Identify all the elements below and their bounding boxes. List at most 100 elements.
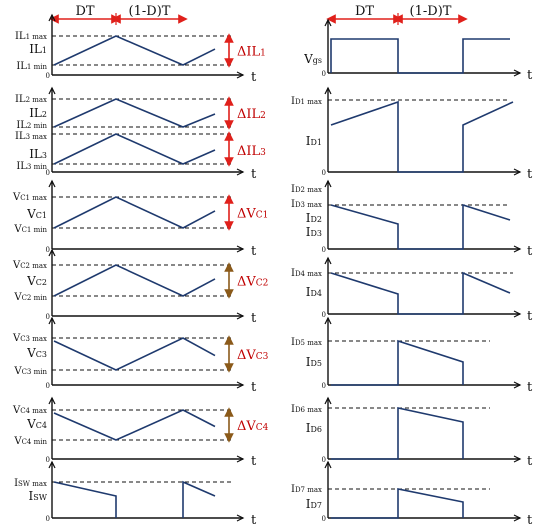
id7-t-label: t bbox=[527, 513, 533, 528]
il1-delta-label: ΔIL1 bbox=[237, 45, 266, 60]
id2-label: ID2 bbox=[306, 211, 322, 225]
il1-label: IL1 bbox=[29, 42, 47, 56]
id5-waveform bbox=[331, 339, 464, 386]
id4-label: ID4 bbox=[306, 285, 322, 299]
vc1-y-arrowhead bbox=[48, 179, 56, 188]
id4-x-arrowhead bbox=[513, 310, 522, 318]
vc2-min-label: VC2 min bbox=[13, 292, 47, 303]
isw-waveform-2 bbox=[182, 480, 216, 518]
id23-t-label: t bbox=[527, 244, 533, 259]
vc1-t-label: t bbox=[251, 244, 257, 259]
id4-origin-label: 0 bbox=[322, 311, 326, 319]
il23-il2-waveform bbox=[53, 98, 216, 128]
il23-il3-max-label: IL3 max bbox=[15, 131, 47, 142]
il23-origin-label: 0 bbox=[46, 169, 50, 177]
il23-il3-delta-label: ΔIL3 bbox=[237, 144, 266, 159]
isw-origin-label: 0 bbox=[46, 515, 50, 523]
right-dt-label: DT bbox=[355, 4, 374, 19]
vc4-label: VC4 bbox=[26, 417, 47, 431]
il23-il2-delta-label: ΔIL2 bbox=[237, 107, 266, 122]
vc2-waveform bbox=[53, 264, 216, 297]
id5-x-arrowhead bbox=[513, 381, 522, 389]
vc2-t-label: t bbox=[251, 311, 257, 326]
vc4-delta-label: ΔVC4 bbox=[237, 419, 269, 434]
vgs-y-arrowhead bbox=[324, 18, 332, 27]
id5-label: ID5 bbox=[306, 355, 322, 369]
id6-y-arrowhead bbox=[324, 396, 332, 405]
il1-min-label: IL1 min bbox=[16, 61, 47, 72]
id5-origin-label: 0 bbox=[322, 382, 326, 390]
vc1-label: VC1 bbox=[26, 207, 47, 221]
vc3-min-label: VC3 min bbox=[13, 366, 47, 377]
id4-y-arrowhead bbox=[324, 256, 332, 265]
id6-max-label: ID6 max bbox=[291, 404, 322, 415]
vc1-min-label: VC1 min bbox=[13, 224, 47, 235]
id3-label: ID3 bbox=[306, 225, 322, 239]
il23-t-label: t bbox=[251, 167, 257, 182]
vc1-waveform bbox=[53, 196, 216, 229]
il23-il3-label: IL3 bbox=[29, 147, 47, 161]
vc4-t-label: t bbox=[251, 454, 257, 469]
id7-max-label: ID7 max bbox=[291, 484, 322, 495]
il1-t-label: t bbox=[251, 70, 257, 85]
vc2-origin-label: 0 bbox=[46, 313, 50, 321]
id7-y-arrowhead bbox=[324, 460, 332, 469]
isw-label: ISW bbox=[29, 489, 48, 503]
vc3-max-label: VC3 max bbox=[12, 333, 47, 344]
id3-max-label: ID3 max bbox=[291, 199, 322, 210]
id23-x-arrowhead bbox=[513, 245, 522, 253]
vgs-x-arrowhead bbox=[513, 69, 522, 77]
il1-x-arrowhead bbox=[236, 71, 245, 79]
il1-origin-label: 0 bbox=[46, 72, 50, 80]
vc1-max-label: VC1 max bbox=[12, 192, 47, 203]
id1-max-label: ID1 max bbox=[291, 96, 322, 107]
id1-origin-label: 0 bbox=[322, 169, 326, 177]
id6-x-arrowhead bbox=[513, 455, 522, 463]
id1-y-arrowhead bbox=[324, 86, 332, 95]
id23-waveform bbox=[330, 203, 511, 250]
il23-x-arrowhead bbox=[236, 168, 245, 176]
il23-il2-label: IL2 bbox=[29, 106, 47, 120]
id4-t-label: t bbox=[527, 309, 533, 324]
id5-t-label: t bbox=[527, 380, 533, 395]
id2-max-label: ID2 max bbox=[291, 184, 322, 195]
il23-il2-min-label: IL2 min bbox=[16, 120, 47, 131]
left-dt-label: DT bbox=[75, 4, 94, 19]
vgs-origin-label: 0 bbox=[322, 70, 326, 78]
id6-t-label: t bbox=[527, 454, 533, 469]
right-1-d-t-label: (1-D)T bbox=[410, 4, 452, 19]
il1-max-label: IL1 max bbox=[15, 31, 47, 42]
vc3-origin-label: 0 bbox=[46, 382, 50, 390]
il1-y-arrowhead bbox=[48, 13, 56, 22]
vc3-y-arrowhead bbox=[48, 316, 56, 325]
id7-waveform bbox=[331, 488, 464, 519]
vc4-origin-label: 0 bbox=[46, 456, 50, 464]
id7-origin-label: 0 bbox=[322, 515, 326, 523]
isw-max-label: ISW max bbox=[14, 478, 47, 489]
id23-origin-label: 0 bbox=[322, 246, 326, 254]
vc2-y-arrowhead bbox=[48, 248, 56, 257]
il23-y-arrowhead bbox=[48, 86, 56, 95]
vc4-max-label: VC4 max bbox=[12, 405, 47, 416]
il1-waveform bbox=[53, 35, 216, 66]
id23-y-arrowhead bbox=[324, 179, 332, 188]
vc3-t-label: t bbox=[251, 380, 257, 395]
vc3-x-arrowhead bbox=[236, 381, 245, 389]
left-1-d-t-label: (1-D)T bbox=[129, 4, 171, 19]
vc2-delta-label: ΔVC2 bbox=[237, 275, 268, 290]
id6-origin-label: 0 bbox=[322, 456, 326, 464]
vc1-x-arrowhead bbox=[236, 245, 245, 253]
id1-t-label: t bbox=[527, 167, 533, 182]
vc3-waveform bbox=[53, 337, 216, 371]
vc1-origin-label: 0 bbox=[46, 246, 50, 254]
id4-waveform bbox=[330, 271, 511, 315]
id1-waveform bbox=[330, 100, 514, 173]
vc4-waveform bbox=[53, 409, 216, 441]
vgs-t-label: t bbox=[527, 68, 533, 83]
vgs-label: Vgs bbox=[303, 52, 322, 66]
id7-x-arrowhead bbox=[513, 514, 522, 522]
id5-max-label: ID5 max bbox=[291, 337, 322, 348]
vgs-waveform bbox=[330, 38, 510, 74]
il23-il3-waveform bbox=[53, 133, 216, 165]
